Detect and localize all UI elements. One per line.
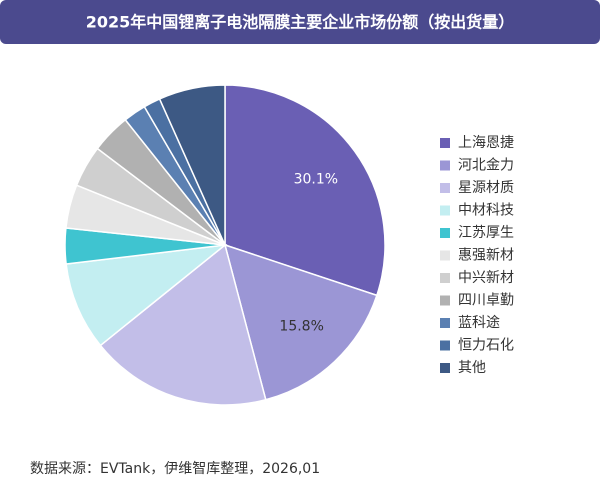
data-label: 15.8% (279, 319, 323, 335)
legend-label: 蓝科途 (458, 314, 500, 331)
legend-label: 其他 (458, 360, 486, 376)
legend-swatch (440, 228, 450, 238)
data-label: 30.1% (294, 171, 338, 187)
pie-slice (99, 243, 267, 406)
legend-swatch (440, 363, 450, 373)
legend-swatch (440, 160, 450, 171)
title-banner (0, 0, 600, 44)
legend-swatch (440, 295, 450, 306)
legend-label: 四川卓勤 (458, 293, 514, 309)
legend-label: 河北金力 (458, 158, 514, 174)
legend-label: 恒力石化 (458, 338, 514, 354)
legend-label: 上海恩捷 (458, 135, 514, 151)
pie-slice (158, 84, 226, 246)
pie-slice (65, 243, 228, 347)
legend-label: 星源材质 (458, 180, 514, 196)
legend-swatch (440, 340, 450, 351)
pie-slice (224, 84, 386, 297)
legend-label: 中兴新材 (458, 270, 514, 286)
legend-swatch (440, 205, 450, 216)
chart-title: 2025年中国锂离子电池隔膜主要企业市场份额（按出货量） (86, 13, 515, 32)
legend-swatch (440, 138, 450, 148)
pie-slice (223, 243, 378, 401)
legend-label: 惠强新材 (458, 248, 514, 264)
legend-swatch (440, 250, 450, 261)
legend-swatch (440, 183, 450, 193)
legend-swatch (440, 273, 450, 283)
legend-label: 江苏厚生 (458, 225, 514, 241)
legend-swatch (440, 318, 450, 328)
legend-label: 中材科技 (458, 203, 514, 219)
source-note: 数据来源：EVTank，伊维智库整理，2026,01 (30, 461, 320, 477)
